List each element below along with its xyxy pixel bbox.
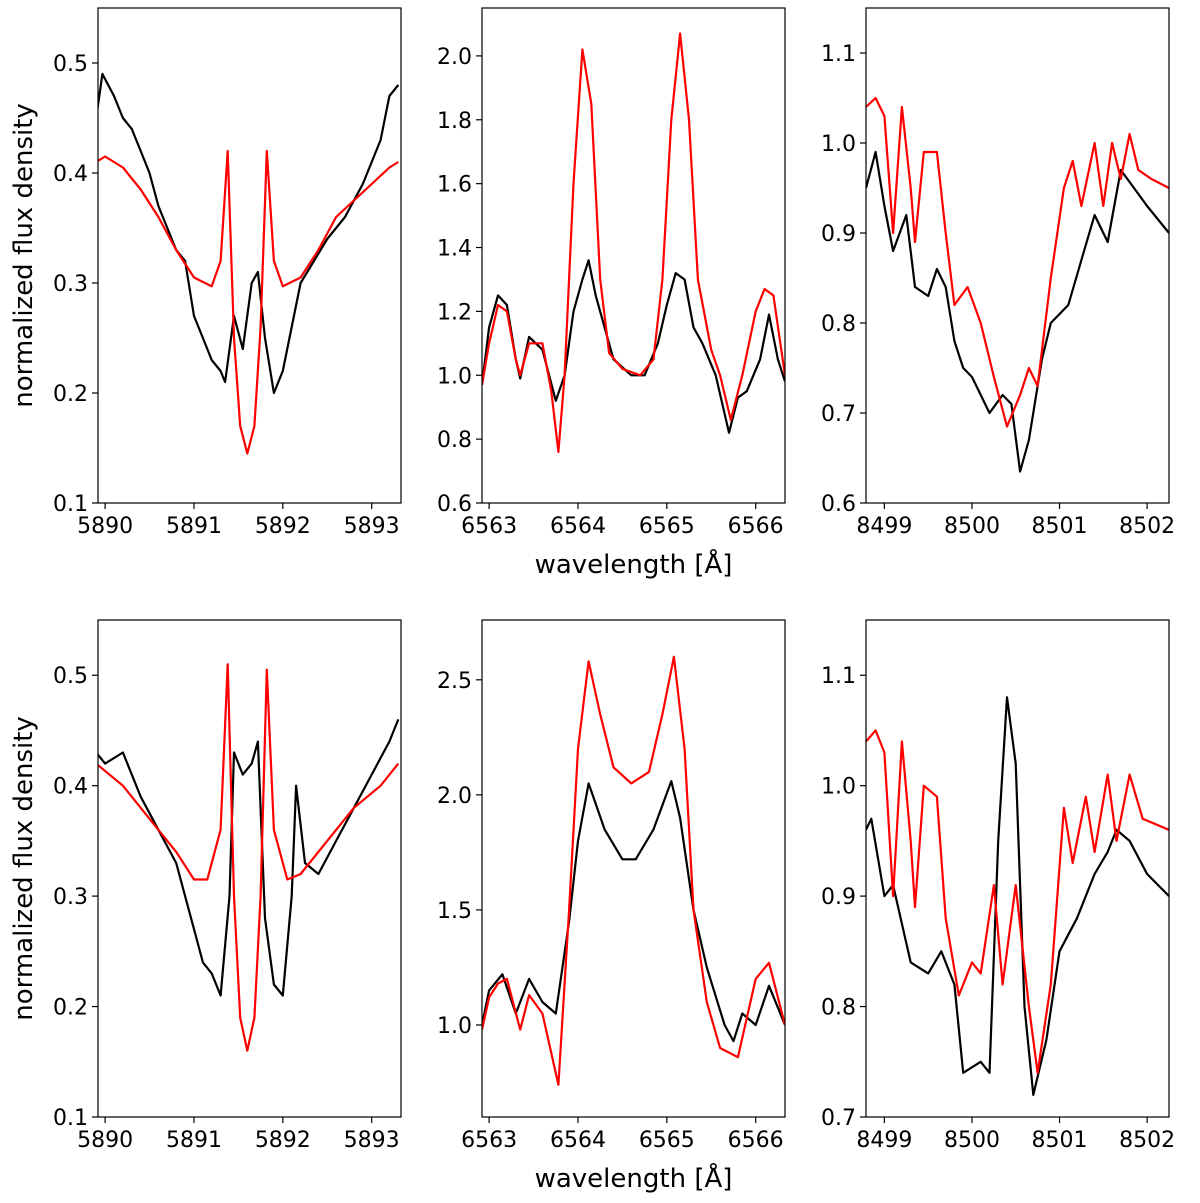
y-tick-label: 0.6: [437, 492, 472, 517]
y-tick-label: 1.0: [821, 132, 856, 157]
panel-2-1: 0.1 0.2 0.3 0.4 0.5 5890 5891 5892 5893 normalize…: [9, 619, 402, 1153]
y-axis-label: normalized flux density: [9, 716, 39, 1021]
y-tick-label: 0.2: [53, 382, 88, 407]
y-tick-label: 0.7: [821, 402, 856, 427]
y-tick-label: 1.5: [437, 899, 472, 924]
x-tick-label: 8500: [944, 1128, 1000, 1153]
model-spectrum-line: [98, 663, 400, 1052]
axes-frame: [865, 7, 1170, 504]
y-tick-label: 0.5: [53, 664, 88, 689]
y-tick-label: 0.1: [53, 1106, 88, 1131]
y-tick-label: 0.2: [53, 996, 88, 1021]
model-spectrum-line: [98, 149, 399, 455]
model-spectrum-line: [482, 32, 785, 453]
x-tick-label: 8502: [1119, 1128, 1175, 1153]
y-tick-label: 0.4: [53, 162, 88, 187]
y-tick-label: 1.0: [437, 364, 472, 389]
y-tick-label: 1.1: [821, 664, 856, 689]
x-tick-label: 6565: [639, 1128, 695, 1153]
x-tick-label: 5892: [255, 514, 311, 539]
x-tick-label: 6565: [639, 514, 695, 539]
y-tick-label: 2.0: [437, 784, 472, 809]
x-tick-label: 5890: [77, 514, 133, 539]
y-tick-label: 0.3: [53, 272, 88, 297]
x-tick-label: 5891: [166, 514, 222, 539]
y-tick-label: 1.8: [437, 109, 472, 134]
y-tick-label: 0.9: [821, 222, 856, 247]
y-tick-label: 1.4: [437, 237, 472, 262]
panel-2-2: 1.0 1.5 2.0 2.5 6563 6564 6565 6566 wavelength […: [437, 619, 786, 1194]
x-tick-label: 8502: [1119, 514, 1175, 539]
y-tick-label: 0.1: [53, 492, 88, 517]
x-axis-label: wavelength [Å]: [535, 548, 733, 580]
observed-spectrum-line: [866, 696, 1169, 1096]
x-tick-label: 6563: [461, 1128, 517, 1153]
x-tick-label: 8499: [856, 1128, 912, 1153]
panel-2-3: 0.7 0.8 0.9 1.0 1.1 8499 8500 8501 8502: [821, 619, 1175, 1153]
axes-frame: [481, 7, 786, 504]
y-tick-label: 1.2: [437, 300, 472, 325]
x-tick-label: 5893: [344, 1128, 400, 1153]
x-tick-label: 8499: [856, 514, 912, 539]
y-axis-label: normalized flux density: [9, 103, 39, 408]
x-axis-label: wavelength [Å]: [535, 1162, 733, 1194]
model-spectrum-line: [866, 96, 1169, 428]
y-tick-label: 0.8: [821, 312, 856, 337]
y-tick-label: 0.4: [53, 775, 88, 800]
model-spectrum-line: [866, 729, 1169, 1074]
y-tick-label: 2.5: [437, 669, 472, 694]
y-tick-label: 1.0: [821, 775, 856, 800]
observed-spectrum-line: [482, 780, 785, 1043]
y-tick-label: 2.0: [437, 45, 472, 70]
x-tick-label: 6566: [728, 1128, 784, 1153]
y-tick-label: 0.9: [821, 885, 856, 910]
x-tick-label: 6566: [728, 514, 784, 539]
x-tick-label: 8501: [1032, 514, 1088, 539]
y-tick-label: 0.3: [53, 885, 88, 910]
y-tick-label: 0.5: [53, 52, 88, 77]
x-tick-label: 6563: [461, 514, 517, 539]
axes-frame: [481, 619, 786, 1118]
axes-frame: [865, 619, 1170, 1118]
y-tick-label: 1.6: [437, 173, 472, 198]
x-tick-label: 6564: [550, 1128, 606, 1153]
x-tick-label: 5892: [255, 1128, 311, 1153]
y-tick-label: 0.7: [821, 1106, 856, 1131]
axes-frame: [97, 7, 402, 504]
x-tick-label: 5893: [344, 514, 400, 539]
y-tick-label: 1.0: [437, 1014, 472, 1039]
y-tick-label: 0.8: [437, 428, 472, 453]
axes-frame: [97, 619, 402, 1118]
y-tick-label: 0.6: [821, 492, 856, 517]
x-tick-label: 8501: [1032, 1128, 1088, 1153]
x-tick-label: 5890: [77, 1128, 133, 1153]
x-tick-label: 8500: [944, 514, 1000, 539]
observed-spectrum-line: [98, 72, 400, 395]
y-tick-label: 0.8: [821, 996, 856, 1021]
x-tick-label: 6564: [550, 514, 606, 539]
model-spectrum-line: [482, 655, 785, 1086]
panel-1-2: 0.6 0.8 1.0 1.2 1.4 1.6 1.8 2.0 6563 6564 6565 6566…: [437, 7, 786, 580]
panel-1-1: 0.1 0.2 0.3 0.4 0.5 5890 5891 5892 5893 normalize…: [9, 7, 402, 539]
observed-spectrum-line: [98, 718, 400, 997]
y-tick-label: 1.1: [821, 42, 856, 67]
x-tick-label: 5891: [166, 1128, 222, 1153]
panel-1-3: 0.6 0.7 0.8 0.9 1.0 1.1 8499 8500 8501 8502: [821, 7, 1175, 539]
observed-spectrum-line: [866, 150, 1169, 473]
